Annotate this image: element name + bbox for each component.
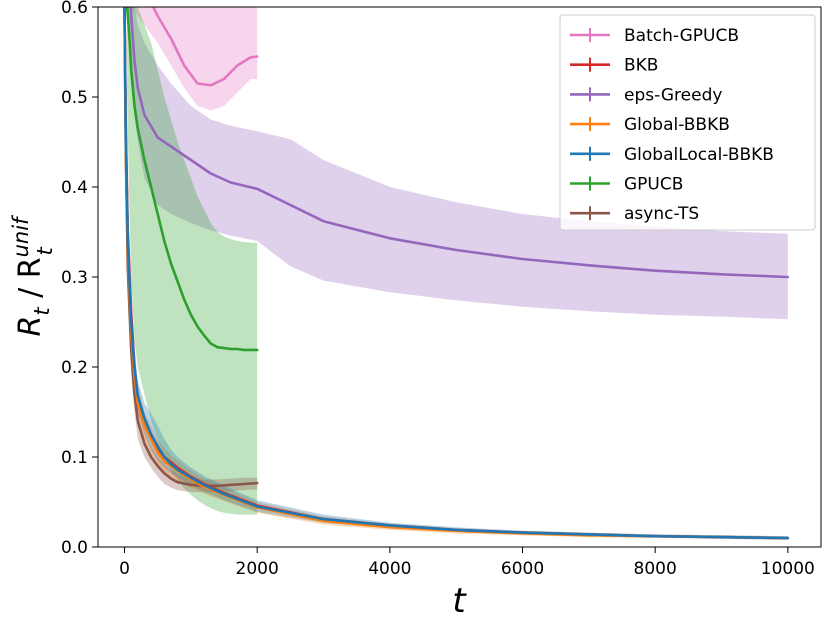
legend-item-gpucb: GPUCB [570, 175, 683, 195]
legend-label: GPUCB [624, 175, 683, 195]
y-tick-label: 0.5 [61, 88, 88, 108]
y-tick-label: 0.6 [61, 0, 88, 18]
legend-item-batch-gpucb: Batch-GPUCB [570, 26, 739, 46]
legend-label: eps-Greedy [624, 85, 722, 105]
y-tick-label: 0.0 [61, 538, 88, 558]
legend-label: BKB [624, 56, 658, 76]
y-tick-label: 0.1 [61, 448, 88, 468]
legend-frame [559, 14, 816, 231]
x-axis-label: t [452, 581, 467, 621]
x-tick-label: 4000 [368, 559, 411, 579]
legend-label: Global-BBKB [624, 115, 730, 135]
band-batch-gpucb [131, 7, 258, 111]
y-axis-label-sub2: t [33, 247, 57, 256]
y-axis-label-r: R [13, 316, 48, 337]
legend-label: GlobalLocal-BBKB [624, 145, 774, 165]
legend-label: async-TS [624, 204, 699, 224]
y-tick-label: 0.4 [61, 178, 88, 198]
legend: Batch-GPUCB BKB eps-Greedy Global-BBKB Globa… [559, 14, 816, 231]
series-line-gpucb [125, 7, 259, 352]
x-tick-label: 6000 [501, 559, 544, 579]
x-tick-label: 0 [119, 559, 130, 579]
legend-item-globallocal-bbkb: GlobalLocal-BBKB [570, 145, 774, 165]
y-axis-label-sub: t [30, 307, 54, 316]
y-axis-label: Rt / Runift [9, 214, 57, 337]
series-line-eps-greedy [129, 7, 790, 279]
x-axis: 0 2000 4000 6000 8000 10000 [119, 547, 815, 579]
y-tick-label: 0.3 [61, 268, 88, 288]
y-axis: 0.0 0.1 0.2 0.3 0.4 0.5 0.6 [61, 0, 98, 558]
legend-label: Batch-GPUCB [624, 26, 739, 46]
band-global-bbkb [124, 7, 788, 540]
y-axis-label-sep: / R [13, 257, 48, 307]
confidence-bands [124, 7, 788, 540]
legend-item-global-bbkb: Global-BBKB [570, 115, 730, 135]
legend-item-async-ts: async-TS [570, 204, 699, 224]
legend-item-bkb: BKB [570, 56, 658, 76]
band-eps-greedy [128, 7, 788, 320]
series-lines [123, 7, 790, 540]
legend-item-eps-greedy: eps-Greedy [570, 85, 722, 105]
x-tick-label: 2000 [236, 559, 279, 579]
band-gpucb [127, 7, 258, 515]
series-line-batch-gpucb [151, 7, 259, 87]
x-tick-label: 10000 [761, 559, 815, 579]
y-tick-label: 0.2 [61, 358, 88, 378]
x-tick-label: 8000 [634, 559, 677, 579]
series-line-globallocal-bbkb [123, 7, 790, 540]
y-axis-label-sup: unif [9, 214, 33, 257]
